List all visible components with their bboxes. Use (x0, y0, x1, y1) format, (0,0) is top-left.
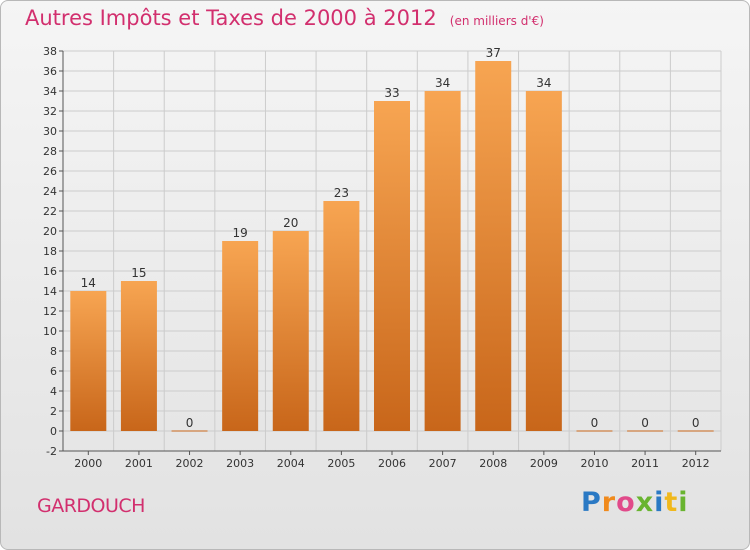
y-tick-label: 26 (43, 165, 57, 178)
x-tick-label: 2002 (176, 457, 204, 470)
data-label: 33 (384, 86, 399, 100)
y-tick-label: 32 (43, 105, 57, 118)
data-label: 34 (435, 76, 450, 90)
data-label: 0 (186, 416, 194, 430)
x-tick-label: 2001 (125, 457, 153, 470)
chart-title-main: Autres Impôts et Taxes de 2000 à 2012 (25, 6, 437, 30)
data-label: 23 (334, 186, 349, 200)
y-tick-label: 4 (50, 385, 57, 398)
data-label: 19 (233, 226, 248, 240)
data-label: 0 (591, 416, 599, 430)
x-tick-label: 2004 (277, 457, 305, 470)
x-tick-label: 2003 (226, 457, 254, 470)
y-tick-label: 22 (43, 205, 57, 218)
bar (475, 61, 512, 431)
x-tick-label: 2009 (530, 457, 558, 470)
x-tick-label: 2005 (327, 457, 355, 470)
bar (576, 430, 613, 432)
y-tick-label: 36 (43, 65, 57, 78)
data-label: 20 (283, 216, 298, 230)
bar (424, 91, 461, 431)
bar (222, 241, 259, 431)
data-label: 37 (486, 46, 501, 60)
bar (525, 91, 562, 431)
bar (627, 430, 664, 432)
chart-title: Autres Impôts et Taxes de 2000 à 2012 (e… (25, 6, 544, 30)
y-tick-label: 34 (43, 85, 57, 98)
y-tick-label: 20 (43, 225, 57, 238)
labels-layer: 14 15 0 19 20 23 33 34 37 34 0 0 0 (81, 46, 700, 430)
y-tick-label: 10 (43, 325, 57, 338)
y-tick-label: 24 (43, 185, 57, 198)
bar (171, 430, 208, 432)
axes-layer: -202468101214161820222426283032343638200… (43, 45, 721, 470)
x-tick-label: 2000 (74, 457, 102, 470)
bar (70, 291, 107, 431)
bar (323, 201, 360, 431)
y-tick-label: -2 (46, 445, 57, 458)
data-label: 14 (81, 276, 96, 290)
commune-name: GARDOUCH (37, 495, 145, 517)
proxiti-logo: Proxiti (581, 487, 689, 518)
y-tick-label: 14 (43, 285, 57, 298)
data-label: 0 (641, 416, 649, 430)
bars-layer (70, 61, 714, 432)
bar (272, 231, 309, 431)
y-tick-label: 18 (43, 245, 57, 258)
x-tick-label: 2007 (429, 457, 457, 470)
y-tick-label: 6 (50, 365, 57, 378)
data-label: 34 (536, 76, 551, 90)
y-tick-label: 2 (50, 405, 57, 418)
bar (120, 281, 157, 431)
y-tick-label: 38 (43, 45, 57, 58)
y-tick-label: 30 (43, 125, 57, 138)
data-label: 15 (131, 266, 146, 280)
bar (677, 430, 714, 432)
x-tick-label: 2010 (580, 457, 608, 470)
y-tick-label: 8 (50, 345, 57, 358)
x-tick-label: 2008 (479, 457, 507, 470)
bar (374, 101, 410, 431)
chart-unit: (en milliers d'€) (449, 14, 544, 28)
x-tick-label: 2011 (631, 457, 659, 470)
x-tick-label: 2006 (378, 457, 406, 470)
y-tick-label: 12 (43, 305, 57, 318)
y-tick-label: 28 (43, 145, 57, 158)
y-tick-label: 0 (50, 425, 57, 438)
y-tick-label: 16 (43, 265, 57, 278)
data-label: 0 (692, 416, 700, 430)
x-tick-label: 2012 (682, 457, 710, 470)
